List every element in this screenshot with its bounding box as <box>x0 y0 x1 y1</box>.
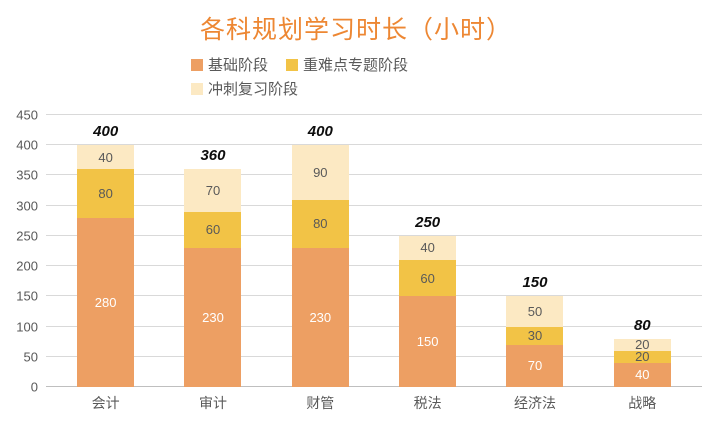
y-axis-tick-label: 150 <box>16 288 38 304</box>
gridline <box>46 144 702 146</box>
bar-segment: 150 <box>399 296 457 387</box>
y-axis-tick-label: 100 <box>16 319 38 335</box>
y-axis-tick-label: 300 <box>16 198 38 214</box>
bar-segment: 60 <box>399 260 457 297</box>
bar-slot: 250 40 60 150 <box>374 115 481 387</box>
gridline <box>46 114 702 115</box>
bar-segment: 30 <box>506 326 564 345</box>
gridline <box>46 295 702 297</box>
bar-total-label: 400 <box>307 123 333 141</box>
gridline <box>46 174 702 176</box>
x-axis-category-label: 财管 <box>306 395 335 411</box>
bar-group: 150 50 30 70 <box>506 274 564 387</box>
x-axis-spacer <box>10 387 46 413</box>
bar-total-label: 400 <box>93 123 119 141</box>
bar-slot: 360 70 60 230 <box>159 115 266 387</box>
bar-total-label: 80 <box>633 316 651 334</box>
bar-total-label: 360 <box>200 147 226 165</box>
legend-item: 重难点专题阶段 <box>286 54 408 75</box>
bar-segment: 70 <box>506 344 564 387</box>
bar-segment: 80 <box>291 199 349 248</box>
gridline <box>46 355 702 357</box>
bar-group: 360 70 60 230 <box>184 147 242 387</box>
legend-swatch-icon <box>286 58 299 71</box>
gridline <box>46 204 702 206</box>
bar-slot: 400 40 80 280 <box>52 115 159 387</box>
bar-segment: 230 <box>184 247 242 387</box>
plot-area: 0 50 100 150 200 250 300 350 400 450 400 40 80 280 36… <box>10 108 702 395</box>
bars-container: 400 40 80 280 360 70 60 230 400 90 80 230 250 40 60 150… <box>46 115 702 387</box>
bar-segment: 20 <box>613 338 671 351</box>
legend-item: 冲刺复习阶段 <box>191 78 298 99</box>
bar-segment: 280 <box>77 217 135 387</box>
legend-label: 重难点专题阶段 <box>303 57 409 74</box>
gridline <box>46 325 702 327</box>
bar-group: 400 90 80 230 <box>291 123 349 387</box>
bar-slot: 400 90 80 230 <box>267 115 374 387</box>
chart-title: 各科规划学习时长（小时） <box>199 16 512 44</box>
bar-segment: 40 <box>77 145 135 170</box>
bar-segment: 50 <box>506 296 564 327</box>
bar-segment: 40 <box>613 362 671 387</box>
x-axis-category-label: 税法 <box>413 395 442 411</box>
bar-segment: 40 <box>399 235 457 261</box>
x-axis-category-label: 审计 <box>198 395 227 411</box>
y-axis-tick-label: 350 <box>16 167 38 183</box>
bar-group: 400 40 80 280 <box>77 123 135 387</box>
x-axis-labels: 会计 审计 财管 税法 经济法 战略 <box>46 387 702 413</box>
x-axis: 会计 审计 财管 税法 经济法 战略 <box>10 387 702 413</box>
legend-label: 冲刺复习阶段 <box>208 81 299 98</box>
legend-item: 基础阶段 <box>191 54 268 75</box>
bar-segment: 230 <box>291 247 349 387</box>
gridline <box>46 386 702 387</box>
y-axis-tick-label: 250 <box>16 228 38 244</box>
bar-segment: 60 <box>184 211 242 248</box>
gridline <box>46 265 702 267</box>
y-axis-tick-label: 50 <box>23 349 38 365</box>
bar-segment: 70 <box>184 169 242 212</box>
legend-swatch-icon <box>191 58 203 71</box>
gridline <box>46 234 702 236</box>
bar-total-label: 250 <box>415 213 441 231</box>
y-axis-tick-label: 0 <box>30 379 38 395</box>
x-axis-category-label: 经济法 <box>513 395 556 411</box>
bar-slot: 150 50 30 70 <box>481 115 588 387</box>
y-axis-tick-label: 400 <box>16 137 38 153</box>
bar-group: 250 40 60 150 <box>399 214 457 387</box>
x-axis-category-label: 战略 <box>628 395 657 411</box>
bar-slot: 80 20 20 40 <box>589 115 696 387</box>
plot-grid: 400 40 80 280 360 70 60 230 400 90 80 230 250 40 60 150… <box>46 114 702 387</box>
bar-total-label: 150 <box>522 274 548 292</box>
legend-swatch-icon <box>191 82 203 95</box>
bar-segment: 90 <box>291 145 349 200</box>
y-axis: 0 50 100 150 200 250 300 350 400 450 <box>10 108 46 395</box>
bar-segment: 20 <box>613 350 671 363</box>
y-axis-tick-label: 450 <box>16 107 38 123</box>
legend: 基础阶段 重难点专题阶段 冲刺复习阶段 <box>191 54 521 99</box>
x-axis-category-label: 会计 <box>91 395 120 411</box>
bar-segment: 80 <box>77 169 135 218</box>
bar-group: 80 20 20 40 <box>613 317 671 387</box>
y-axis-tick-label: 200 <box>16 258 38 274</box>
legend-label: 基础阶段 <box>208 57 269 74</box>
